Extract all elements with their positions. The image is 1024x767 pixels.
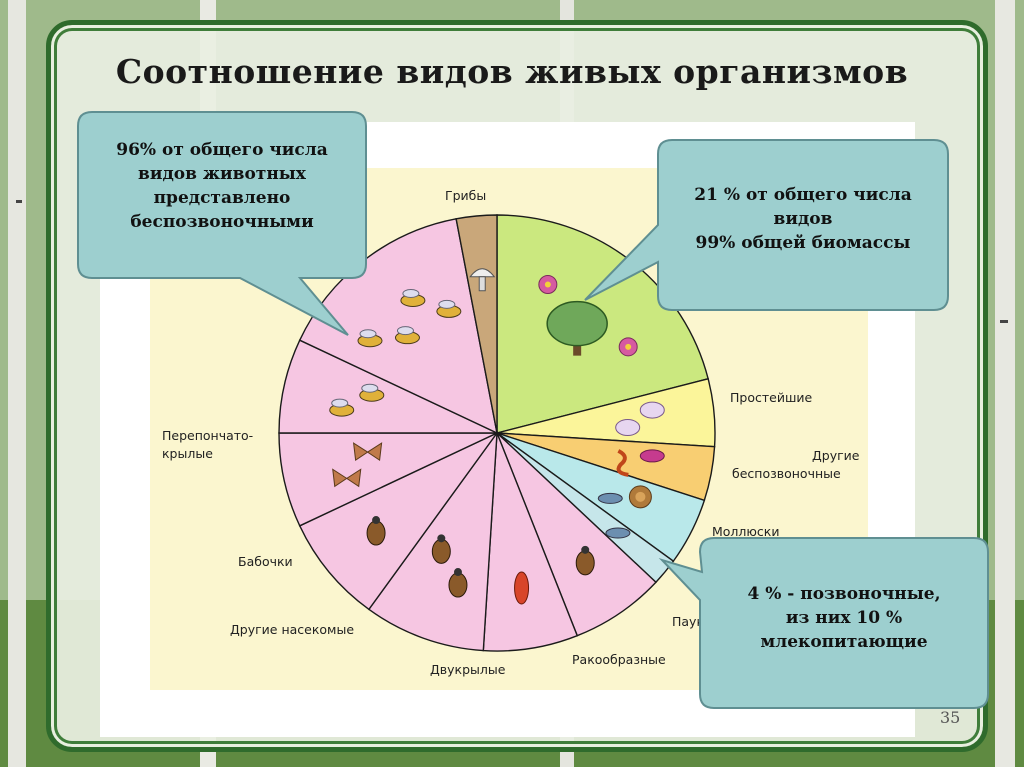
pie-label-13: Грибы <box>445 188 486 203</box>
pie-icons <box>329 268 665 605</box>
pie-label-9: Другие насекомые <box>230 622 354 637</box>
beetle-icon <box>357 329 383 348</box>
pie-slices <box>278 214 716 652</box>
snail-icon <box>628 485 652 509</box>
pie-label-11: Перепончато-крылые <box>162 428 253 461</box>
amoeba-icon <box>639 401 665 419</box>
beetle-icon <box>400 288 426 307</box>
callout-bubble-vertebrates <box>658 537 989 709</box>
butterfly-icon <box>332 468 362 488</box>
bee-icon <box>329 398 355 417</box>
callout-vertebrates-text: 4 % - позвоночные, из них 10 % млекопита… <box>747 584 941 652</box>
pie-label-8: Двукрылые <box>430 662 506 677</box>
mosquito-icon <box>431 534 451 564</box>
callout-plants-text: 21 % от общего числа видов 99% общей био… <box>694 185 912 253</box>
pie-slice-8 <box>367 430 498 652</box>
pie-label-4: Моллюски <box>712 524 779 539</box>
callout-invertebrates-text: 96% от общего числа видов животных предс… <box>116 140 328 232</box>
grasshopper-icon <box>366 516 386 546</box>
tree-icon <box>546 300 608 356</box>
page-title: Соотношение видов живых организмов <box>115 52 909 91</box>
paramecium-icon <box>615 419 641 437</box>
callout-bubble-plants <box>584 139 949 311</box>
pie-label-10: Бабочки <box>238 554 293 569</box>
pie-label-3: Другие беспозвоночные <box>732 448 860 481</box>
worm-icon <box>616 449 629 477</box>
daisy-icon <box>618 337 638 357</box>
coral-icon <box>639 449 665 463</box>
pie-label-7: Ракообразные <box>572 652 666 667</box>
moth-icon <box>352 442 383 461</box>
fish-icon <box>597 492 623 504</box>
spider-icon <box>575 545 595 576</box>
pie-slice-9 <box>298 432 498 611</box>
bird-icon <box>605 527 631 539</box>
beetle-icon <box>436 299 462 318</box>
beetle-icon <box>394 326 420 345</box>
crayfish-icon <box>514 571 530 605</box>
flower-icon <box>538 275 558 295</box>
slide-number: 35 <box>940 708 961 727</box>
pie-label-2: Простейшие <box>730 390 813 405</box>
callout-bubble-invertebrates <box>77 111 367 336</box>
fly-icon <box>448 568 468 598</box>
wasp-icon <box>359 383 385 402</box>
mushroom-icon <box>469 268 496 292</box>
